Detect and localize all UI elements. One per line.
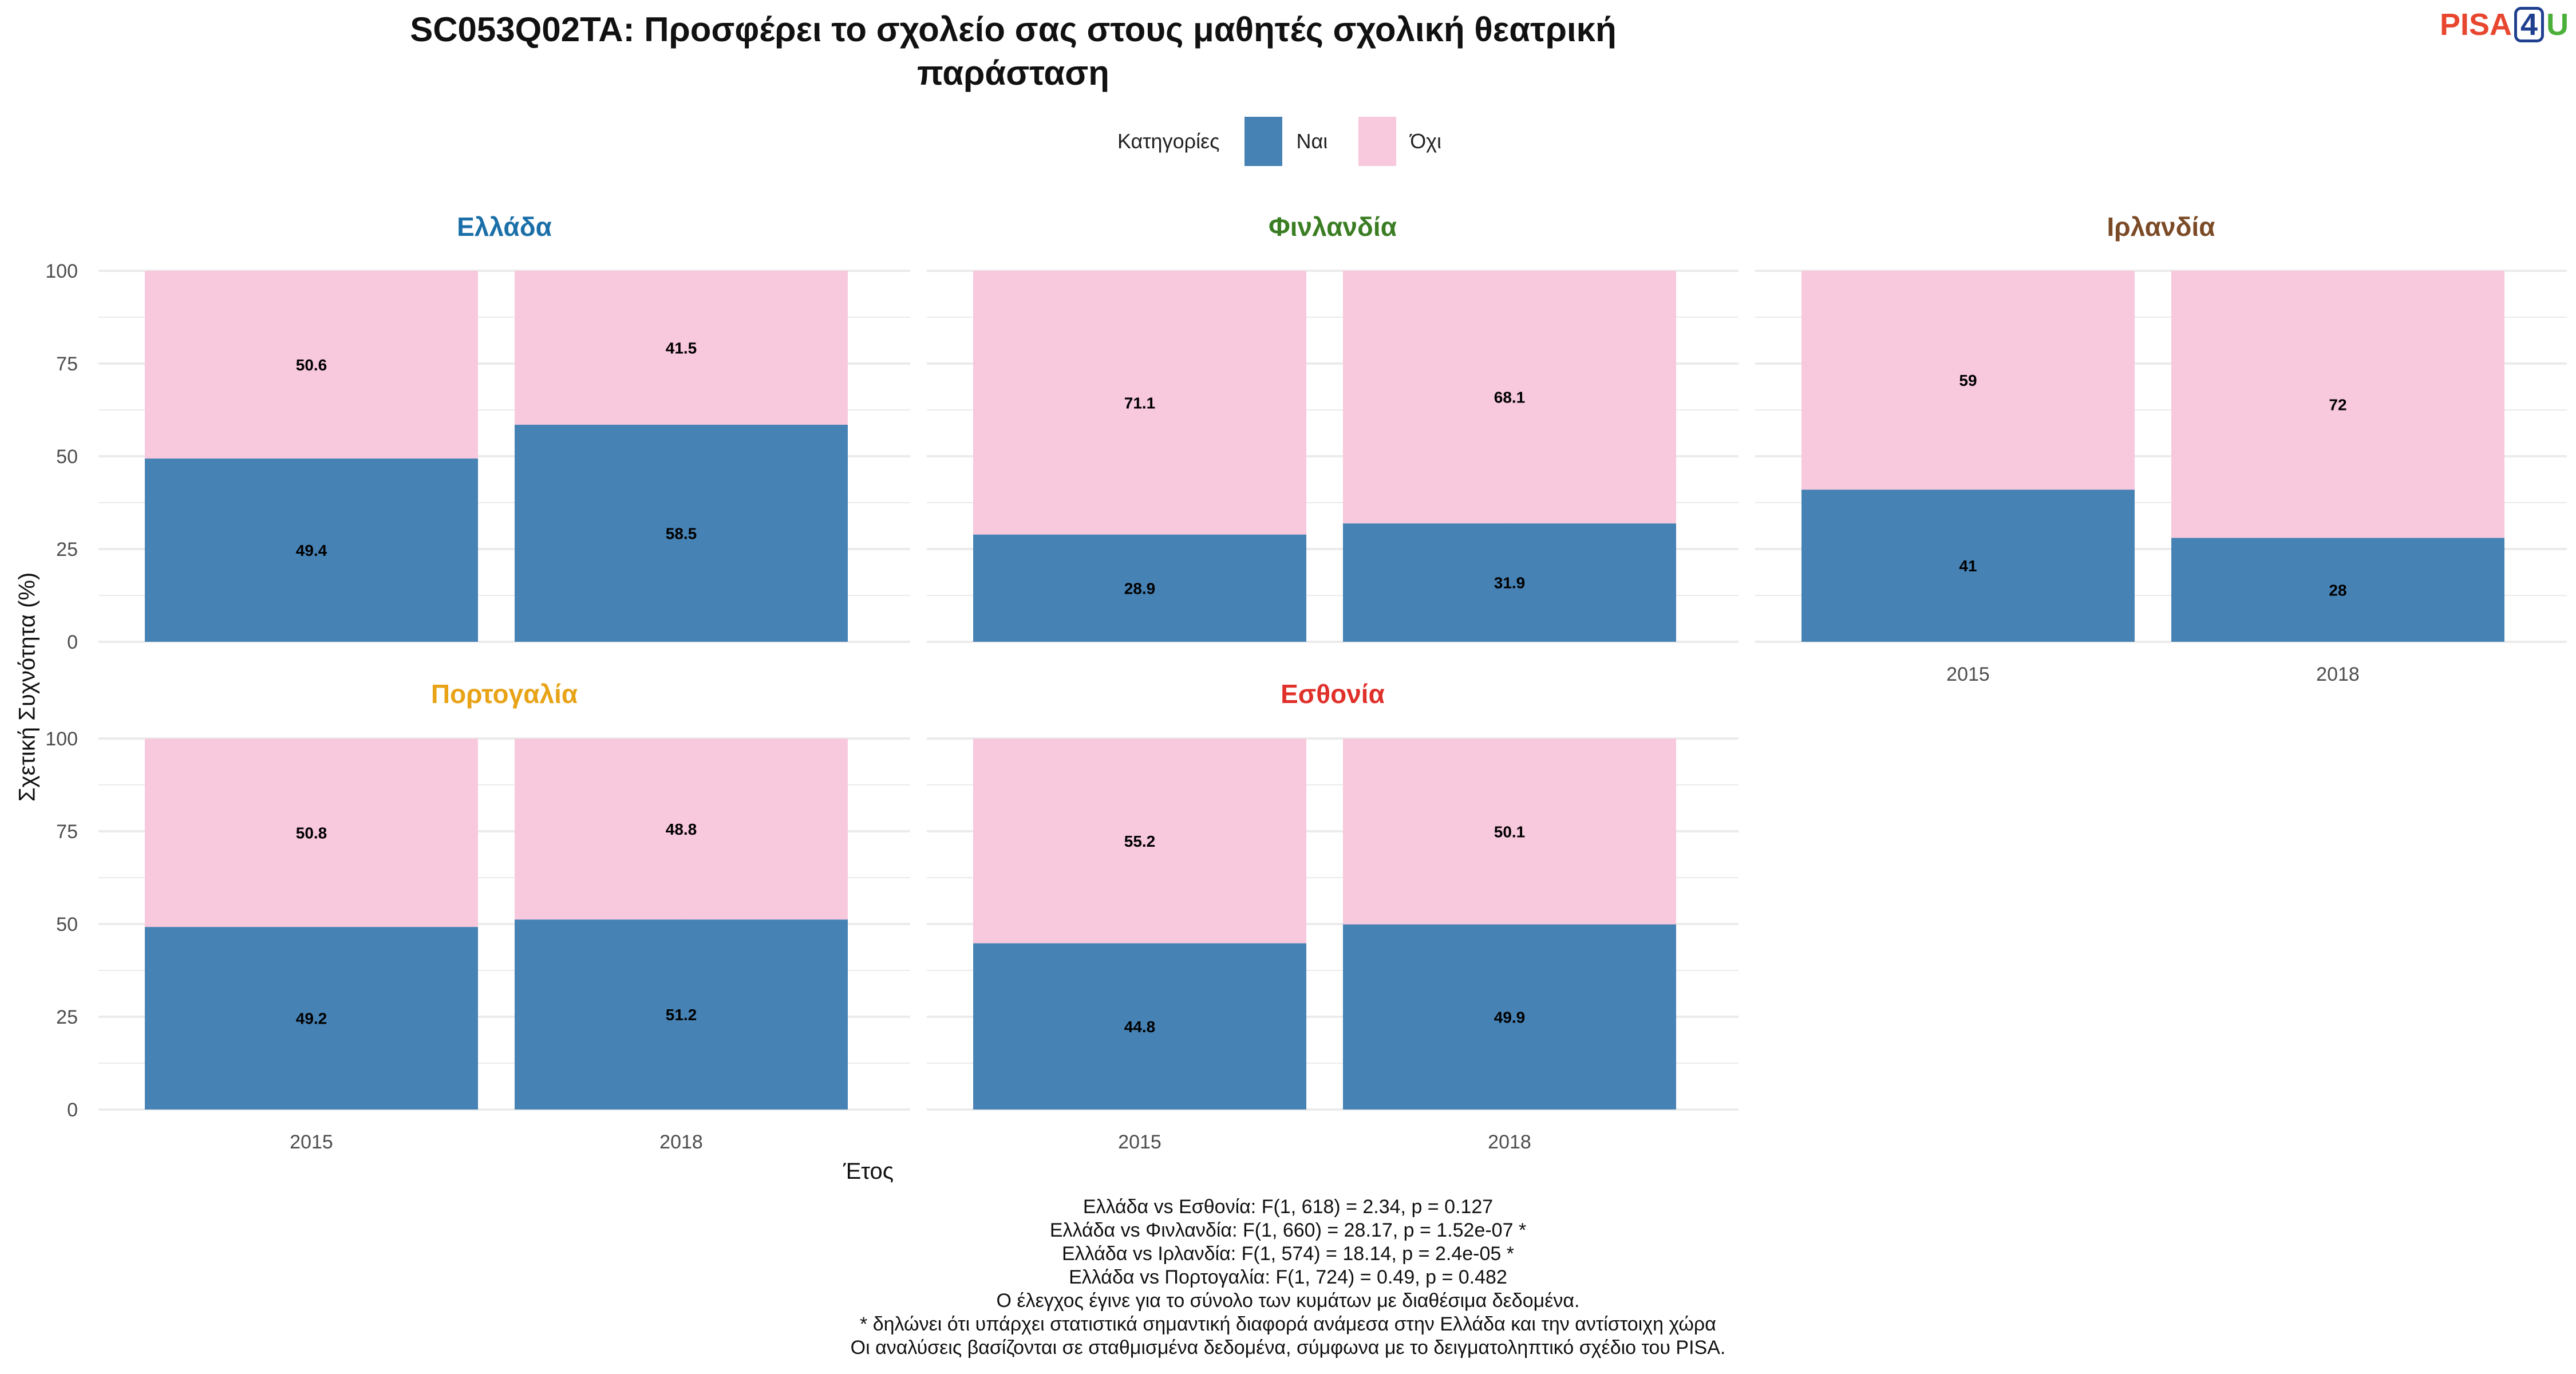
data-label-yes: 41 xyxy=(1959,557,1977,575)
data-label-yes: 31.9 xyxy=(1494,574,1526,592)
bar-segment-yes xyxy=(145,927,478,1110)
x-tick-label: 2018 xyxy=(2316,664,2360,685)
bar-segment-no xyxy=(515,739,848,920)
footnote-line: Ελλάδα vs Φινλανδία: F(1, 660) = 28.17, … xyxy=(1049,1219,1527,1241)
footnote-line: Ελλάδα vs Πορτογαλία: F(1, 724) = 0.49, … xyxy=(1069,1266,1507,1288)
bar-segment-no xyxy=(973,739,1306,943)
x-tick-label: 2018 xyxy=(1488,1131,1531,1153)
y-tick-label: 75 xyxy=(56,821,78,843)
y-tick-label: 25 xyxy=(56,1006,78,1028)
bar-segment-no xyxy=(1343,271,1676,524)
data-label-no: 50.6 xyxy=(296,356,327,374)
logo-text-u: U xyxy=(2546,7,2569,42)
bar-segment-no xyxy=(2171,271,2504,538)
y-tick-label: 25 xyxy=(56,539,78,560)
x-tick-label: 2018 xyxy=(659,1131,703,1153)
x-tick-label: 2015 xyxy=(290,1131,333,1153)
data-label-yes: 28.9 xyxy=(1124,579,1156,597)
y-tick-label: 50 xyxy=(56,914,78,935)
facet-title: Ιρλανδία xyxy=(2107,212,2215,242)
y-tick-label: 50 xyxy=(56,446,78,468)
bar-segment-no xyxy=(973,271,1306,535)
data-label-no: 55.2 xyxy=(1124,832,1156,850)
bar-segment-no xyxy=(1801,271,2135,490)
facet-title: Εσθονία xyxy=(1281,679,1385,709)
facet-title: Πορτογαλία xyxy=(431,679,578,709)
y-axis-label: Σχετική Συχνότητα (%) xyxy=(14,572,40,802)
bar-segment-yes xyxy=(515,424,848,642)
bar-segment-no xyxy=(515,271,848,425)
facet-title: Φινλανδία xyxy=(1269,212,1397,242)
data-label-yes: 28 xyxy=(2329,581,2346,599)
x-tick-label: 2015 xyxy=(1118,1131,1161,1153)
data-label-no: 41.5 xyxy=(666,339,697,357)
legend-label-yes: Ναι xyxy=(1296,129,1328,153)
chart-title: SC053Q02TA: Προσφέρει το σχολείο σας στο… xyxy=(0,8,2026,95)
footnote-line: Ελλάδα vs Ιρλανδία: F(1, 574) = 18.14, p… xyxy=(1062,1243,1514,1265)
data-label-yes: 58.5 xyxy=(666,524,697,542)
bar-segment-yes xyxy=(2171,538,2504,642)
data-label-no: 50.1 xyxy=(1494,823,1526,840)
legend-key-yes xyxy=(1244,117,1283,166)
bar-segment-no xyxy=(145,271,478,459)
data-label-yes: 49.9 xyxy=(1494,1008,1526,1026)
footnote-line: Οι αναλύσεις βασίζονται σε σταθμισμένα δ… xyxy=(850,1337,1726,1359)
legend-title: Κατηγορίες xyxy=(1117,129,1220,153)
y-tick-label: 75 xyxy=(56,353,78,375)
bar-segment-yes xyxy=(973,534,1306,642)
bar-segment-yes xyxy=(1343,523,1676,642)
data-label-yes: 49.2 xyxy=(296,1010,327,1028)
chart-title-line1: SC053Q02TA: Προσφέρει το σχολείο σας στο… xyxy=(410,10,1617,49)
bar-segment-yes xyxy=(145,458,478,642)
data-label-yes: 51.2 xyxy=(666,1006,697,1024)
y-tick-label: 100 xyxy=(45,260,78,282)
facet-title: Ελλάδα xyxy=(457,212,552,242)
footnote-line: Ο έλεγχος έγινε για το σύνολο των κυμάτω… xyxy=(996,1290,1580,1312)
footnote-line: Ελλάδα vs Εσθονία: F(1, 618) = 2.34, p =… xyxy=(1082,1196,1494,1218)
bar-segment-yes xyxy=(973,943,1306,1110)
logo-text-4: 4 xyxy=(2514,7,2545,42)
data-label-no: 59 xyxy=(1959,372,1977,389)
y-tick-label: 100 xyxy=(45,728,78,750)
legend-key-no xyxy=(1358,117,1397,166)
data-label-yes: 49.4 xyxy=(296,542,327,559)
y-tick-label: 0 xyxy=(67,631,78,653)
bar-segment-yes xyxy=(515,919,848,1110)
footnotes: Ελλάδα vs Εσθονία: F(1, 618) = 2.34, p =… xyxy=(0,1195,2576,1360)
x-axis-label: Έτος xyxy=(843,1159,894,1184)
data-label-no: 72 xyxy=(2329,396,2346,413)
legend: Κατηγορίες Ναι Όχι xyxy=(0,116,2576,167)
y-tick-label: 0 xyxy=(67,1099,78,1121)
data-label-no: 48.8 xyxy=(666,820,697,838)
data-label-no: 71.1 xyxy=(1124,394,1156,412)
legend-label-no: Όχι xyxy=(1410,129,1442,153)
footnote-line: * δηλώνει ότι υπάρχει στατιστικά σημαντι… xyxy=(860,1313,1716,1335)
data-label-no: 68.1 xyxy=(1494,389,1526,406)
bar-segment-yes xyxy=(1343,924,1676,1110)
bar-segment-no xyxy=(145,739,478,927)
chart-title-line2: παράσταση xyxy=(917,54,1109,92)
data-label-no: 50.8 xyxy=(296,824,327,842)
bar-segment-no xyxy=(1343,739,1676,925)
logo-text-pisa: PISA xyxy=(2440,7,2512,42)
pisa4u-logo: PISA 4 U xyxy=(2440,7,2569,42)
data-label-yes: 44.8 xyxy=(1124,1018,1156,1036)
bar-segment-yes xyxy=(1801,489,2135,642)
x-tick-label: 2015 xyxy=(1946,664,1990,685)
